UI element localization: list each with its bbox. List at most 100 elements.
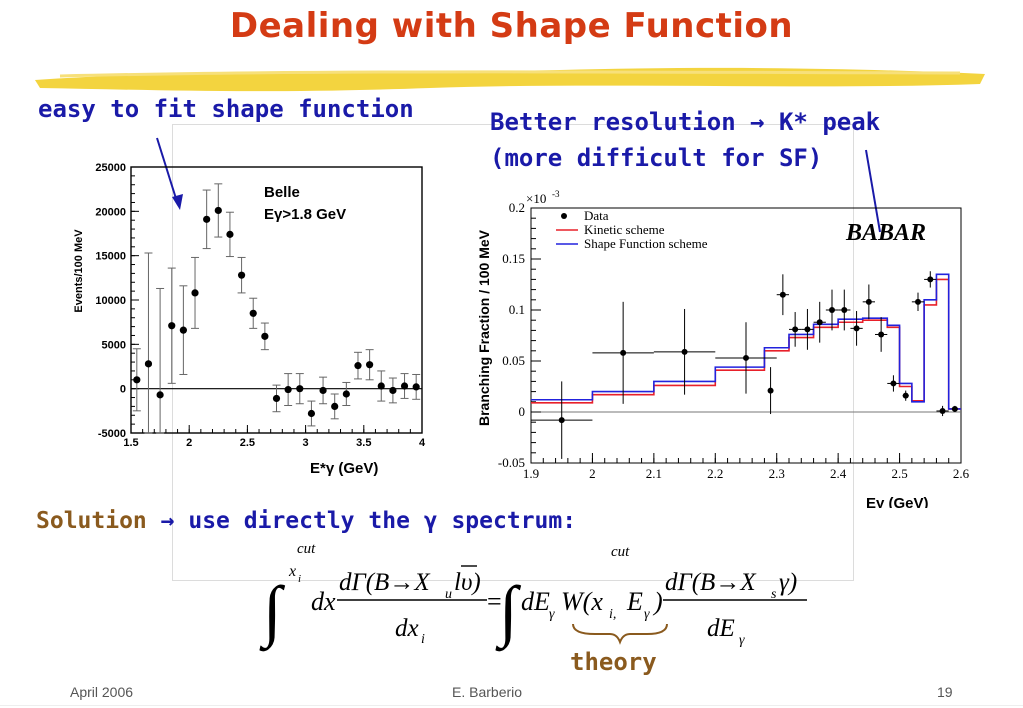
belle-data-point [156,391,164,399]
babar-x-tick-label: 2.3 [769,466,785,481]
babar-y-tick-label: 0.2 [509,200,525,215]
formula-num-left: dΓ(B→X [339,569,431,596]
babar-data-point [915,298,921,305]
formula-dE: dE [521,587,550,616]
babar-plot-group: -0.05 0 0.05 0.1 0.15 0.2 1.9 2 2.1 2.2 2.3 2.4 2.5 2… [498,200,970,481]
belle-data-point [284,385,292,394]
belle-data-point [226,230,234,238]
babar-x-tick-label: 2 [589,466,596,481]
babar-multiplier-exp: -3 [552,189,560,199]
formula-xi: x [288,563,296,580]
right-note-line1: Better resolution → K* peak [490,108,881,136]
belle-data-point [342,390,350,398]
belle-data-point [319,386,327,395]
babar-legend-kinetic-label: Kinetic scheme [584,222,665,237]
babar-data-point [878,331,885,338]
belle-data-point [133,376,141,384]
solution-prefix: Solution [36,508,147,534]
babar-data-point [779,291,786,298]
solution-line: Solution → use directly the γ spectrum: [36,508,576,534]
babar-y-tick-label: 0.1 [509,302,525,317]
belle-data-point [389,386,397,395]
formula-den-right: dE [707,615,735,642]
babar-y-tick-label: 0.05 [502,353,525,368]
babar-data-point [902,392,909,399]
belle-data-point [307,409,316,418]
belle-y-tick-label: 10000 [95,295,126,307]
belle-data-point [377,382,385,390]
formula-close: ) [652,587,663,616]
solution-text: use directly the γ spectrum: [188,508,577,534]
integral-sign-right: ∫ [495,572,522,652]
belle-y-tick-label: 5000 [102,339,126,351]
formula-den-left: dx [395,615,419,642]
formula-upper-limit: cut [297,541,316,557]
belle-xlabel: E*γ (GeV) [310,460,378,477]
formula-dx: dx [311,587,336,616]
babar-data-point [853,325,860,332]
babar-legend-data-marker [561,213,567,219]
right-note-line2: (more difficult for SF) [490,144,823,172]
babar-data-point [951,405,958,412]
formula-den-left-sub: i [421,632,425,647]
babar-data-point [841,307,848,313]
babar-ylabel: Branching Fraction / 100 MeV [476,229,492,426]
babar-data-point [927,276,934,283]
formula-W: W(x [561,587,603,616]
babar-data-point [681,348,688,355]
belle-data-point [296,385,304,393]
footer-page-number: 19 [937,684,953,700]
formula-cut-sup: cut [611,544,630,560]
belle-data-point [400,382,409,390]
belle-legend-line2: Eγ>1.8 GeV [264,206,346,223]
belle-data-point [272,394,281,403]
belle-legend-line1: Belle [264,184,300,201]
formula-num-right: dΓ(B→X [665,569,757,596]
babar-y-tick-label: 0 [519,404,526,419]
formula-equals: = [487,587,502,616]
belle-data-point [203,215,211,223]
belle-data-point [168,322,176,330]
belle-y-tick-label: 15000 [95,251,126,263]
belle-data-point [144,360,153,368]
formula: ∫ cut x i dx dΓ(B→X u lυ) dx i = ∫ dE γ … [259,541,807,652]
belle-plot-group: -5000 0 5000 10000 15000 20000 25000 1.5 2 2.5 3 3.… [95,162,426,449]
formula-E-sub: γ [644,607,650,622]
belle-x-tick-label: 4 [419,437,426,449]
belle-x-tick-label: 2.5 [240,437,255,449]
belle-y-tick-label: -5000 [98,428,126,440]
solution-arrow: → [160,508,175,534]
babar-data-point [743,354,749,361]
belle-y-tick-label: 0 [120,384,126,396]
formula-E: E [626,587,643,616]
belle-data-point [237,271,246,279]
belle-data-point [412,383,420,391]
babar-x-tick-label: 1.9 [523,466,539,481]
belle-chart: -5000 0 5000 10000 15000 20000 25000 1.5 2 2.5 3 3.… [73,162,426,477]
belle-y-tick-label: 20000 [95,206,126,218]
babar-legend-data-label: Data [584,208,609,223]
belle-data-point [261,332,269,340]
slide-title: Dealing with Shape Function [229,6,794,46]
babar-kinetic-histogram [531,278,961,410]
formula-gamma-close: γ) [779,569,797,596]
babar-data-point [939,407,946,414]
right-note-arrow [865,149,881,233]
formula-den-right-sub: γ [739,633,745,648]
babar-x-tick-label: 2.1 [646,466,662,481]
belle-ylabel: Events/100 MeV [73,229,85,313]
integral-sign-left: ∫ [259,572,286,652]
formula-lepton: lυ) [454,569,481,596]
belle-x-tick-label: 1.5 [123,437,138,449]
babar-x-tick-label: 2.4 [830,466,847,481]
babar-multiplier: ×10 [526,191,546,206]
footer-author: E. Barberio [452,684,523,700]
belle-x-tick-label: 3 [303,437,309,449]
left-note-arrow [156,137,179,206]
babar-plot-frame [530,207,962,464]
babar-data-point [767,387,774,394]
belle-data-point [249,309,257,317]
babar-y-tick-label: 0.15 [502,251,525,266]
babar-x-tick-label: 2.6 [953,466,970,481]
belle-data-point [214,206,222,215]
